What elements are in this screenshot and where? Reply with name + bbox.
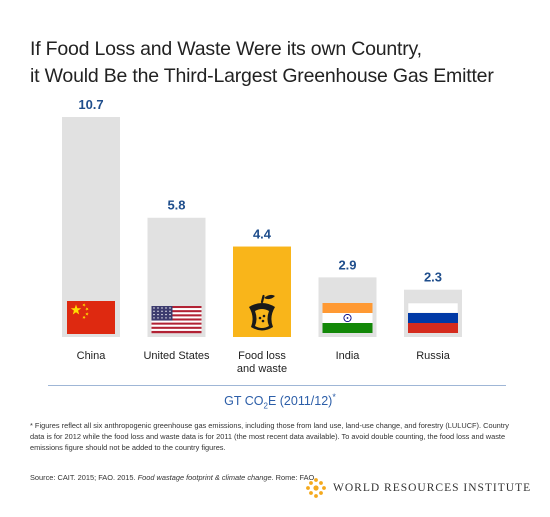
bar-group-3: 2.9 India <box>318 257 377 362</box>
source-suffix: Rome: FAO. <box>273 473 317 482</box>
russia-flag-icon <box>407 302 459 333</box>
bar-group-4: 2.3 Russia <box>404 270 462 362</box>
source-note: Source: CAIT. 2015; FAO. 2015. Food wast… <box>30 472 320 483</box>
bar-chart: 10.7 China 5.8 United States 4.4 Food lossand… <box>62 97 462 375</box>
apple-core-icon <box>249 294 275 331</box>
chart-title: If Food Loss and Waste Were its own Coun… <box>30 36 530 90</box>
india-flag-icon <box>322 303 373 333</box>
source-italic: Food wastage footprint & climate change. <box>137 473 274 482</box>
category-label-2-line-1: and waste <box>237 363 287 375</box>
chart-title-line-2: it Would Be the Third-Largest Greenhouse… <box>30 65 494 87</box>
value-label-2: 4.4 <box>253 227 272 242</box>
unit-label-sub: 2 <box>263 401 268 411</box>
bar-group-0: 10.7 China <box>62 97 120 362</box>
wri-logo-mark-icon <box>306 478 326 498</box>
wri-logo-text: WORLD RESOURCES INSTITUTE <box>333 482 532 494</box>
bar-0 <box>62 117 120 337</box>
category-label-2: Food loss <box>238 350 286 362</box>
source-prefix: Source: CAIT. 2015; FAO. 2015. <box>30 473 138 482</box>
chart-title-line-1: If Food Loss and Waste Were its own Coun… <box>30 38 422 60</box>
value-label-1: 5.8 <box>167 198 185 213</box>
category-label-4: Russia <box>416 350 451 362</box>
axis-divider <box>48 385 506 386</box>
unit-label-sup: * <box>332 392 336 402</box>
footnote: * Figures reflect all six anthropogenic … <box>30 421 509 452</box>
category-label-1: United States <box>143 350 210 362</box>
category-label-0: China <box>77 350 107 362</box>
usa-flag-icon <box>151 306 202 334</box>
bar-group-1: 5.8 United States <box>143 198 210 362</box>
value-label-0: 10.7 <box>78 97 103 112</box>
value-label-4: 2.3 <box>424 270 442 285</box>
wri-logo: WORLD RESOURCES INSTITUTE <box>305 478 530 498</box>
value-label-3: 2.9 <box>338 257 356 272</box>
china-flag-icon <box>67 301 115 334</box>
unit-label-mid: E (2011/12) <box>267 394 333 409</box>
unit-label-prefix: GT CO <box>224 394 264 409</box>
unit-label: GT CO2E (2011/12)* <box>60 392 500 411</box>
category-label-3: India <box>336 350 361 362</box>
